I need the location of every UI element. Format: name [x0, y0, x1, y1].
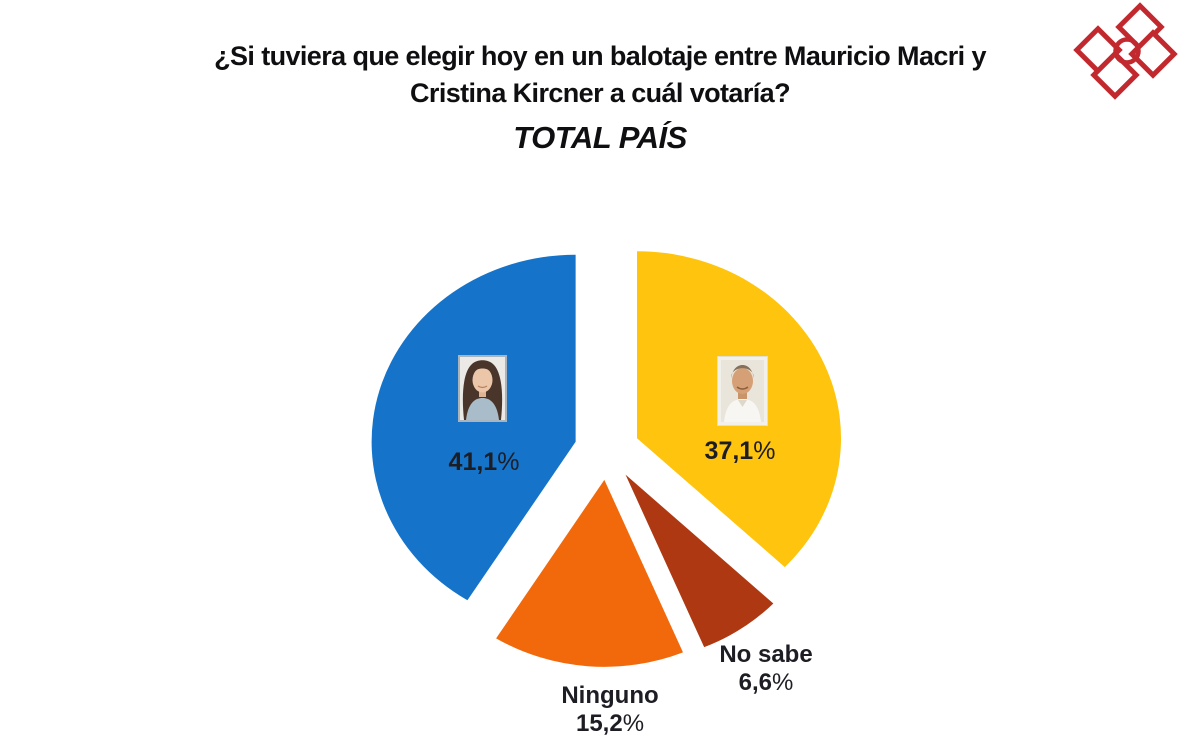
title-block: ¿Si tuviera que elegir hoy en un balotaj… — [0, 38, 1200, 157]
cristina-kirchner-portrait-icon — [460, 357, 505, 420]
pie-label-ninguno: Ninguno 15,2% — [561, 682, 658, 738]
pie-label-ninguno-value: 15,2% — [575, 710, 645, 737]
cristina-kirchner-portrait — [458, 355, 507, 422]
pie-label-macri-value: 37,1% — [704, 437, 776, 465]
pie-slice-no_sabe — [625, 474, 774, 648]
pie-label-cristina-value: 41,1% — [448, 448, 520, 476]
page-title-line2: Cristina Kircner a cuál votaría? — [410, 78, 791, 108]
pie-label-no_sabe-value: 6,6% — [738, 669, 794, 696]
page-title-line1: ¿Si tuviera que elegir hoy en un balotaj… — [214, 41, 986, 71]
pie-label-no_sabe-text: No sabe — [719, 641, 813, 668]
pie-slice-cristina — [371, 254, 576, 601]
pie-label-macri: 37,1% — [705, 437, 776, 465]
mauricio-macri-portrait — [718, 357, 767, 425]
page-subtitle: TOTAL PAÍS — [513, 120, 687, 155]
pie-label-ninguno-text: Ninguno — [561, 682, 659, 709]
pie-label-no_sabe: No sabe 6,6% — [719, 641, 812, 697]
pinwheel-squares-circle-logo-icon — [1073, 2, 1178, 100]
mauricio-macri-portrait-icon — [721, 360, 764, 422]
pie-slice-ninguno — [496, 479, 683, 667]
pie-label-cristina: 41,1% — [449, 448, 520, 476]
